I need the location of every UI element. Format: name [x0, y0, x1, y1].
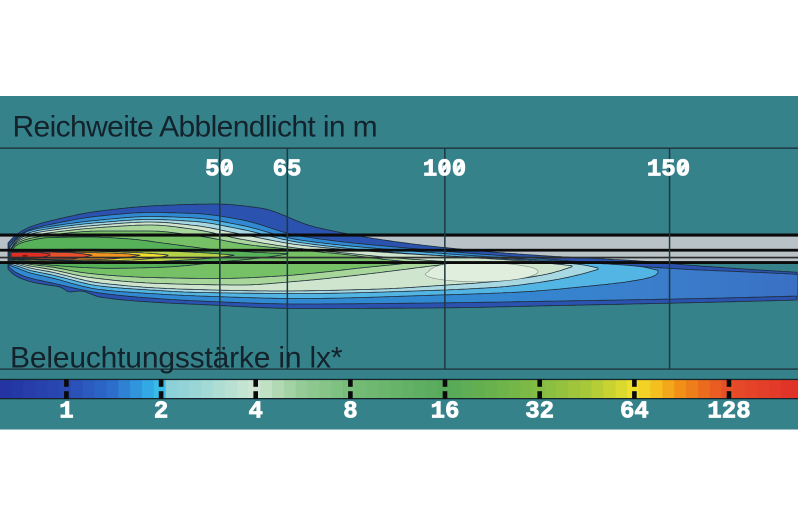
svg-text:Beleuchtungsstärke in lx*: Beleuchtungsstärke in lx*	[10, 342, 343, 375]
svg-text:50: 50	[205, 157, 234, 184]
svg-text:1: 1	[59, 399, 73, 426]
svg-text:64: 64	[620, 399, 649, 426]
svg-text:16: 16	[431, 399, 460, 426]
svg-text:65: 65	[273, 157, 302, 184]
svg-text:4: 4	[248, 399, 262, 426]
svg-text:Reichweite Abblendlicht in m: Reichweite Abblendlicht in m	[13, 111, 378, 144]
svg-text:32: 32	[525, 399, 554, 426]
svg-text:8: 8	[343, 399, 357, 426]
svg-text:128: 128	[707, 399, 750, 426]
svg-text:2: 2	[154, 399, 168, 426]
svg-text:150: 150	[647, 157, 690, 184]
